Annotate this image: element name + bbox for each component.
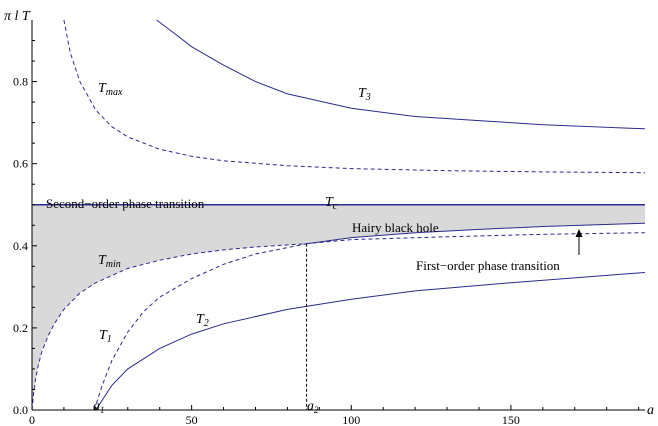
series-first-order-phase-transition	[306, 222, 646, 245]
series-t-max	[63, 19, 646, 174]
curves	[31, 19, 646, 411]
series-t-1	[93, 243, 307, 411]
label-t-3: T3	[358, 86, 371, 103]
label-first-order-transition: First−order phase transition	[416, 258, 560, 273]
y-tick-label: 0.4	[13, 239, 28, 253]
label-hairy-black-hole: Hairy black hole	[352, 220, 439, 235]
x-tick-label: 100	[342, 413, 360, 426]
first-order-arrowhead	[575, 229, 583, 237]
label-t-1: T1	[99, 328, 112, 345]
hairy-region-fill	[32, 204, 645, 410]
series-t-2	[95, 272, 646, 411]
label-a2: a2	[307, 399, 319, 415]
series-t-min	[31, 232, 646, 411]
x-tick-label: 150	[502, 413, 520, 426]
y-tick-label: 0.2	[13, 321, 28, 335]
x-tick-label: 50	[186, 413, 198, 426]
y-tick-label: 0.0	[13, 403, 28, 417]
series-t-3	[156, 19, 646, 130]
y-tick-label: 0.6	[13, 157, 28, 171]
label-t-max: Tmax	[98, 81, 123, 98]
y-tick-label: 0.8	[13, 75, 28, 89]
label-t-2: T2	[196, 312, 209, 329]
x-axis-title: a	[647, 403, 654, 418]
hairy-region-shading	[32, 204, 645, 410]
label-second-order-transition: Second−order phase transition	[46, 196, 205, 211]
label-t-c: Tc	[325, 195, 338, 212]
label-t-min: Tmin	[98, 253, 121, 270]
label-a1: a1	[93, 399, 105, 415]
ticks: 0 50 100 150 0.0 0.2 0.4 0.6 0.8	[13, 40, 640, 426]
x-tick-label: 0	[29, 413, 35, 426]
y-axis-title: π l T	[4, 9, 31, 24]
